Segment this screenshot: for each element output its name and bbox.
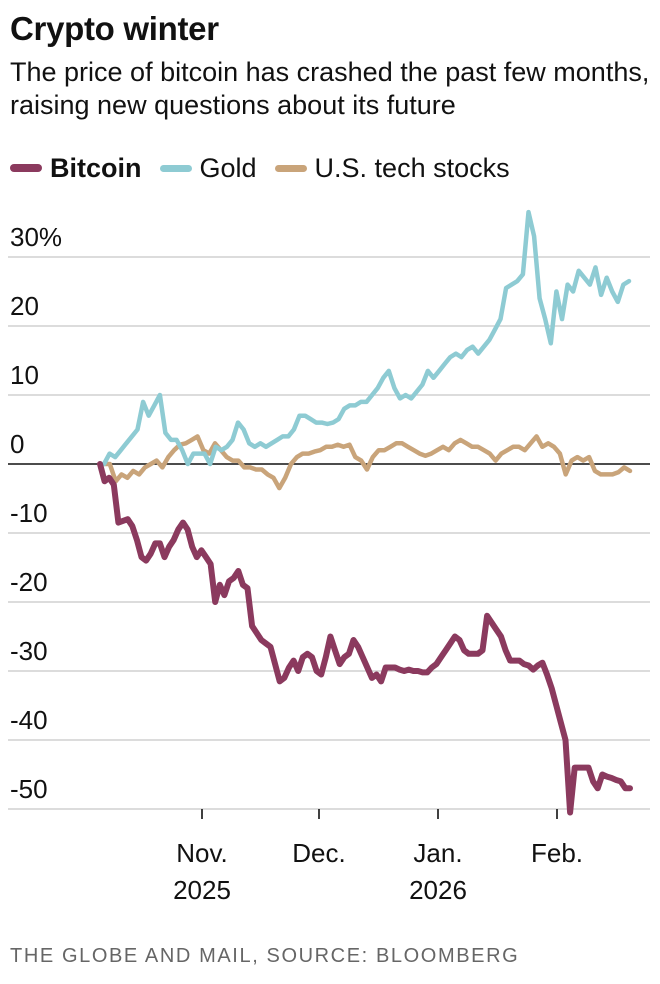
series-lines	[97, 209, 633, 816]
x-tick-year-label: 2026	[409, 875, 467, 905]
y-tick-label: -30	[10, 636, 48, 666]
legend-swatch-bitcoin	[10, 164, 42, 172]
legend-item-bitcoin: Bitcoin	[10, 153, 142, 184]
legend-label-gold: Gold	[199, 152, 257, 183]
chart-title: Crypto winter	[10, 10, 219, 47]
x-tick-label: Nov.	[176, 838, 228, 868]
x-tick-label: Jan.	[413, 838, 462, 868]
x-tick-label: Dec.	[292, 838, 345, 868]
gridlines	[8, 256, 650, 810]
series-line-bitcoin	[97, 461, 633, 816]
y-tick-label: 20	[10, 291, 39, 321]
y-tick-label: 0	[10, 429, 24, 459]
legend-item-gold: Gold	[159, 152, 257, 184]
y-tick-label: -20	[10, 567, 48, 597]
y-tick-label: 30%	[10, 222, 62, 252]
x-axis-ticks	[201, 809, 558, 819]
legend: Bitcoin Gold U.S. tech stocks	[10, 148, 528, 188]
chart-subtitle: The price of bitcoin has crashed the pas…	[10, 57, 650, 120]
y-tick-label: -10	[10, 498, 48, 528]
series-line-u-s-tech-stocks	[101, 434, 633, 491]
x-tick-year-label: 2025	[173, 875, 231, 905]
y-tick-label: -50	[10, 774, 48, 804]
legend-item-tech-stocks: U.S. tech stocks	[274, 152, 510, 184]
y-tick-label: 10	[10, 360, 39, 390]
legend-label-tech-stocks: U.S. tech stocks	[314, 152, 510, 183]
legend-label-bitcoin: Bitcoin	[50, 152, 142, 183]
axis-labels: 30% 20 10 0 -10 -20 -30 -40 -50 Nov. 2025 Dec. Jan. 2…	[10, 222, 583, 905]
series-line-gold	[101, 209, 632, 467]
legend-swatch-tech-stocks	[274, 164, 307, 172]
y-tick-label: -40	[10, 705, 48, 735]
legend-swatch-gold	[159, 164, 192, 172]
source-credit: THE GLOBE AND MAIL, SOURCE: BLOOMBERG	[10, 945, 520, 967]
x-tick-label: Feb.	[531, 838, 583, 868]
